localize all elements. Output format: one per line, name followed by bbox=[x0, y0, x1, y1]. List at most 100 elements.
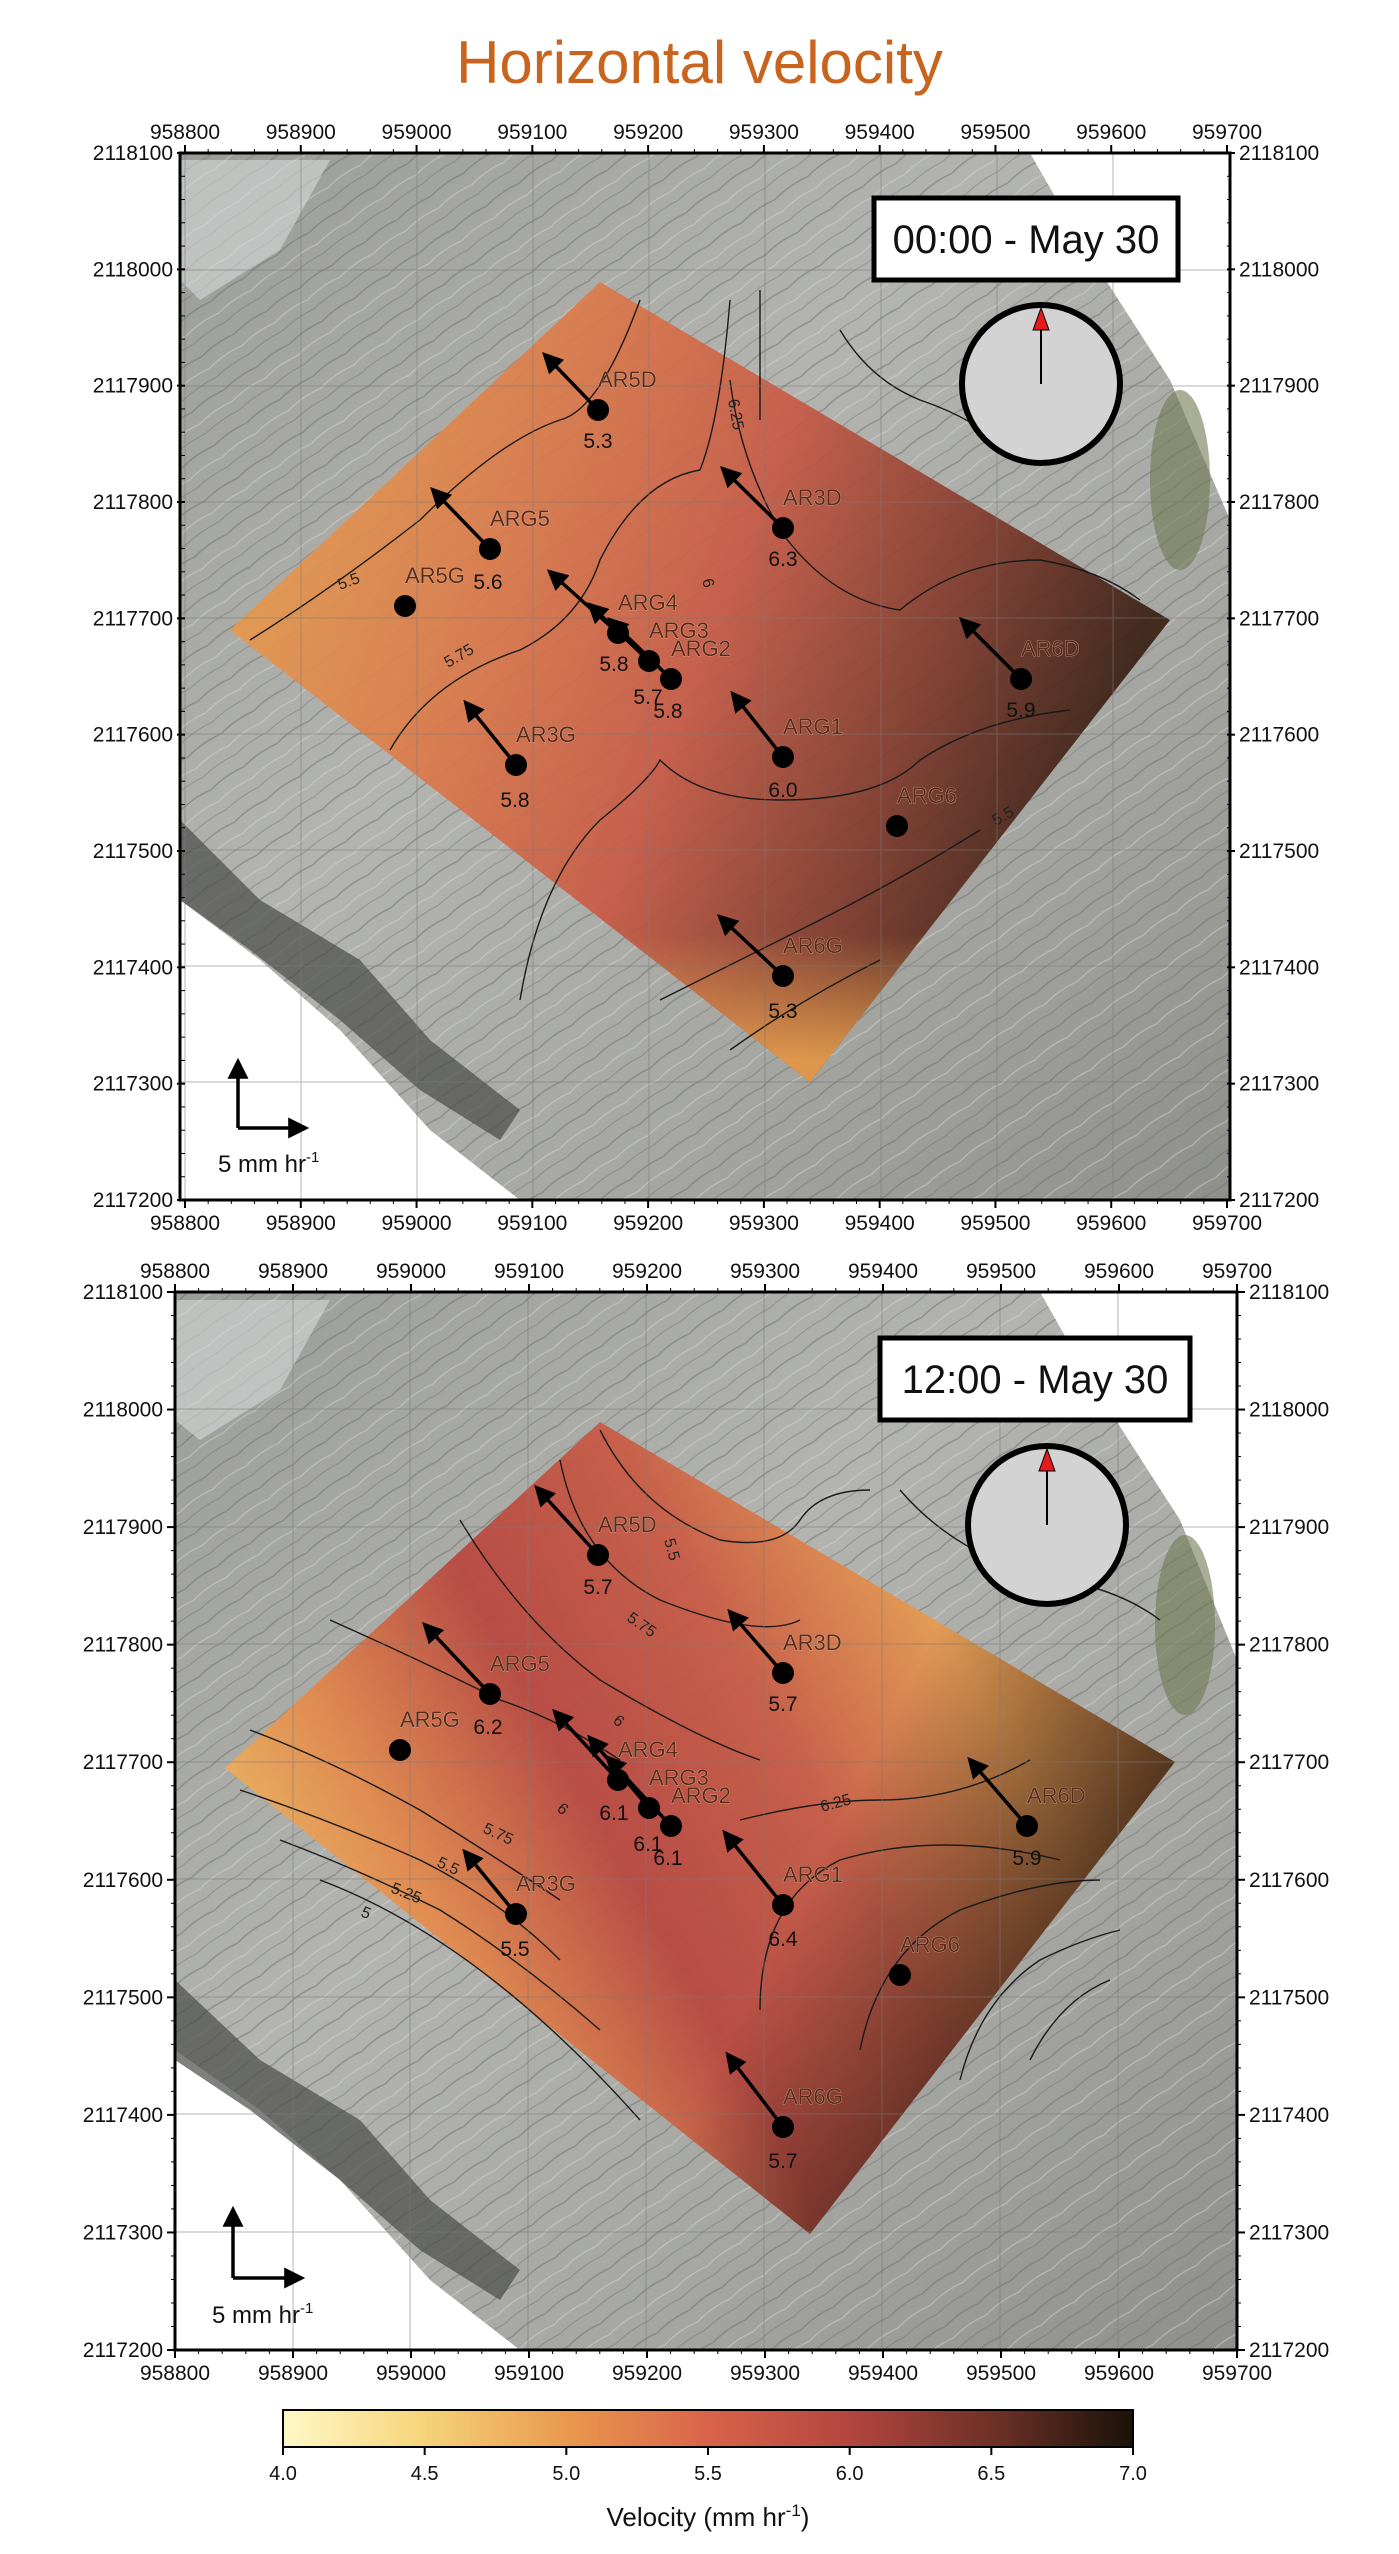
x-tick-label-top: 959500 bbox=[966, 1260, 1036, 1283]
x-tick-label-bottom: 959600 bbox=[1084, 2362, 1154, 2385]
x-tick-label-bottom: 958800 bbox=[150, 1212, 220, 1235]
station-marker-ar5d bbox=[587, 1544, 609, 1566]
station-label-ar3g: AR3G bbox=[516, 1871, 576, 1896]
y-tick-label-left: 2118100 bbox=[83, 1281, 163, 1304]
colorbar-ramp bbox=[282, 2409, 1134, 2448]
y-tick-label-right: 2117500 bbox=[1249, 1986, 1329, 2009]
station-velocity-value: 6.0 bbox=[768, 779, 797, 802]
colorbar-title: Velocity (mm hr-1) bbox=[607, 2501, 810, 2532]
x-tick-label-bottom: 958900 bbox=[258, 2362, 328, 2385]
y-tick-label-right: 2118100 bbox=[1249, 1281, 1329, 1304]
y-tick-label-left: 2118000 bbox=[93, 258, 173, 281]
station-velocity-value: 6.1 bbox=[633, 1833, 662, 1856]
station-velocity-value: 6.1 bbox=[653, 1847, 682, 1870]
station-velocity-value: 5.8 bbox=[653, 700, 682, 723]
x-tick-label-bottom: 959700 bbox=[1202, 2362, 1272, 2385]
x-tick-label-top: 959000 bbox=[382, 121, 452, 144]
map-panel-0000: 6.25 6 5.5 5.75 5.5 bbox=[93, 121, 1319, 1235]
velocity-field bbox=[230, 282, 1170, 1082]
station-marker-arg5 bbox=[479, 538, 501, 560]
stations: AR5D 5.7 ARG5 6.2 AR5G ARG4 6.1 ARG3 6.1 ARG2 6.1 A… bbox=[389, 1512, 1086, 2173]
station-velocity-value: 5.7 bbox=[583, 1576, 612, 1599]
x-tick-label-top: 959100 bbox=[497, 121, 567, 144]
contour-label: 5.5 bbox=[336, 570, 363, 594]
station-label-arg2: ARG2 bbox=[671, 636, 731, 661]
y-tick-label-right: 2117300 bbox=[1239, 1073, 1319, 1096]
colorbar-tick-label: 5.5 bbox=[694, 2463, 722, 2485]
y-tick-label-left: 2117900 bbox=[83, 1516, 163, 1539]
y-tick-label-right: 2117600 bbox=[1249, 1869, 1329, 1892]
station-label-arg6: ARG6 bbox=[900, 1932, 960, 1957]
y-tick-label-left: 2117200 bbox=[93, 1189, 173, 1212]
time-label-box: 12:00 - May 30 bbox=[877, 1335, 1193, 1423]
y-tick-label-left: 2117900 bbox=[93, 375, 173, 398]
tidal-clock bbox=[959, 302, 1123, 466]
contour-label: 6 bbox=[698, 577, 717, 590]
map-panel-1200: 5.5 5.75 6 6 6.25 5.75 5.5 5.25 5 bbox=[83, 1260, 1329, 2385]
station-velocity-value: 5.6 bbox=[473, 571, 502, 594]
station-label-ar5g: AR5G bbox=[400, 1707, 460, 1732]
station-velocity-value: 5.7 bbox=[768, 2150, 797, 2173]
y-tick-label-left: 2118000 bbox=[83, 1399, 163, 1422]
grid-lines bbox=[180, 153, 1230, 1200]
x-tick-label-bottom: 958800 bbox=[140, 2362, 210, 2385]
x-tick-label-bottom: 959300 bbox=[729, 1212, 799, 1235]
station-marker-arg1 bbox=[772, 746, 794, 768]
contour-label: 5.5 bbox=[660, 1537, 682, 1563]
station-label-ar3d: AR3D bbox=[783, 485, 842, 510]
station-label-ar3g: AR3G bbox=[516, 722, 576, 747]
station-marker-arg6 bbox=[889, 1964, 911, 1986]
y-tick-label-right: 2117400 bbox=[1249, 2104, 1329, 2127]
station-marker-ar3d bbox=[772, 517, 794, 539]
x-tick-label-top: 959700 bbox=[1202, 1260, 1272, 1283]
station-velocity-value: 6.2 bbox=[473, 1716, 502, 1739]
y-tick-label-right: 2117900 bbox=[1239, 375, 1319, 398]
x-tick-label-top: 959200 bbox=[612, 1260, 682, 1283]
tidal-clock bbox=[965, 1443, 1129, 1607]
y-tick-label-left: 2117200 bbox=[83, 2339, 163, 2362]
station-label-arg5: ARG5 bbox=[490, 1651, 550, 1676]
axis-ticks: 958800 958800 958900 958900 959000 959000 9591… bbox=[83, 1260, 1329, 2385]
station-velocity-value: 5.9 bbox=[1006, 699, 1035, 722]
station-velocity-value: 6.4 bbox=[768, 1928, 798, 1951]
station-label-arg3: ARG3 bbox=[649, 1765, 709, 1790]
station-label-ar6g: AR6G bbox=[783, 933, 843, 958]
x-tick-label-bottom: 959000 bbox=[376, 2362, 446, 2385]
x-tick-label-top: 959200 bbox=[613, 121, 683, 144]
y-tick-label-left: 2118100 bbox=[93, 142, 173, 165]
station-marker-arg5 bbox=[479, 1683, 501, 1705]
y-tick-label-right: 2117900 bbox=[1249, 1516, 1329, 1539]
time-label: 12:00 - May 30 bbox=[902, 1358, 1169, 1402]
station-label-arg4: ARG4 bbox=[618, 590, 678, 615]
clock-hand-icon bbox=[1038, 1447, 1056, 1472]
station-label-arg5: ARG5 bbox=[490, 506, 550, 531]
x-tick-label-bottom: 959100 bbox=[497, 1212, 567, 1235]
y-tick-label-left: 2117500 bbox=[83, 1986, 163, 2009]
colorbar-tick-label: 7.0 bbox=[1119, 2463, 1147, 2485]
station-velocity-value: 5.3 bbox=[583, 430, 612, 453]
velocity-field bbox=[225, 1422, 1175, 2234]
station-label-arg6: ARG6 bbox=[897, 783, 957, 808]
time-label-box: 00:00 - May 30 bbox=[871, 195, 1181, 283]
station-label-ar3d: AR3D bbox=[783, 1630, 842, 1655]
colorbar-tick-label: 6.5 bbox=[977, 2463, 1005, 2485]
x-tick-label-bottom: 959200 bbox=[612, 2362, 682, 2385]
x-tick-label-bottom: 959700 bbox=[1192, 1212, 1262, 1235]
station-marker-ar6d bbox=[1010, 668, 1032, 690]
x-tick-label-bottom: 959400 bbox=[845, 1212, 915, 1235]
station-velocity-value: 5.8 bbox=[500, 789, 529, 812]
colorbar-tick-label: 5.0 bbox=[552, 2463, 580, 2485]
y-tick-label-left: 2117300 bbox=[93, 1073, 173, 1096]
y-tick-label-right: 2118100 bbox=[1239, 142, 1319, 165]
x-tick-label-top: 959400 bbox=[848, 1260, 918, 1283]
station-marker-ar6g bbox=[772, 2116, 794, 2138]
station-marker-ar5g bbox=[389, 1739, 411, 1761]
velocity-arrows bbox=[430, 351, 1023, 978]
station-marker-ar5d bbox=[587, 399, 609, 421]
y-tick-label-right: 2117200 bbox=[1249, 2339, 1329, 2362]
station-velocity-value: 5.9 bbox=[1012, 1847, 1041, 1870]
x-tick-label-top: 959600 bbox=[1076, 121, 1146, 144]
y-tick-label-left: 2117700 bbox=[93, 607, 173, 630]
station-label-arg3: ARG3 bbox=[649, 618, 709, 643]
y-tick-label-left: 2117800 bbox=[93, 491, 173, 514]
